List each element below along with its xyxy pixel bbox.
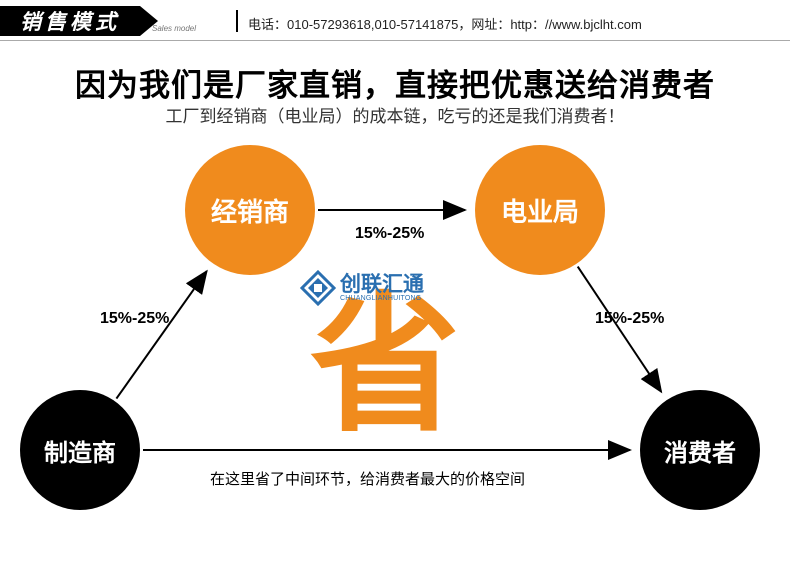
header-divider (236, 10, 238, 32)
sales-flow-diagram: 省 创联汇通 CHUANGLIANHUITONG 在这里省了中间环节，给消费者最… (0, 130, 790, 560)
brand-logo-cn: 创联汇通 (340, 274, 424, 295)
header-contact: 电话：010-57293618,010-57141875，网址：http：//w… (248, 14, 642, 33)
edge-label-manufacturer-distributor: 15%-25% (100, 310, 169, 328)
brand-logo: 创联汇通 CHUANGLIANHUITONG (300, 270, 424, 306)
center-save-character: 省 (310, 290, 460, 440)
header-band: 销售模式 (0, 6, 140, 36)
brand-logo-text: 创联汇通 CHUANGLIANHUITONG (340, 274, 424, 302)
node-manufacturer: 制造商 (20, 390, 140, 510)
header-sub-label: Sales model (152, 24, 196, 33)
node-utility: 电业局 (475, 145, 605, 275)
header-band-label: 销售模式 (20, 6, 120, 36)
edge-label-utility-consumer: 15%-25% (595, 310, 664, 328)
brand-logo-mark (300, 270, 336, 306)
edge-utility-consumer (578, 267, 661, 392)
brand-logo-en: CHUANGLIANHUITONG (340, 295, 424, 302)
header-underline (0, 40, 790, 41)
node-consumer: 消费者 (640, 390, 760, 510)
bottom-caption: 在这里省了中间环节，给消费者最大的价格空间 (210, 468, 525, 489)
edge-label-distributor-utility: 15%-25% (355, 225, 424, 243)
node-distributor: 经销商 (185, 145, 315, 275)
page-title: 因为我们是厂家直销，直接把优惠送给消费者 (0, 60, 790, 105)
edge-manufacturer-distributor (116, 271, 206, 398)
page-subtitle: 工厂到经销商（电业局）的成本链，吃亏的还是我们消费者！ (0, 102, 790, 127)
header: 销售模式 Sales model 电话：010-57293618,010-571… (0, 0, 790, 42)
